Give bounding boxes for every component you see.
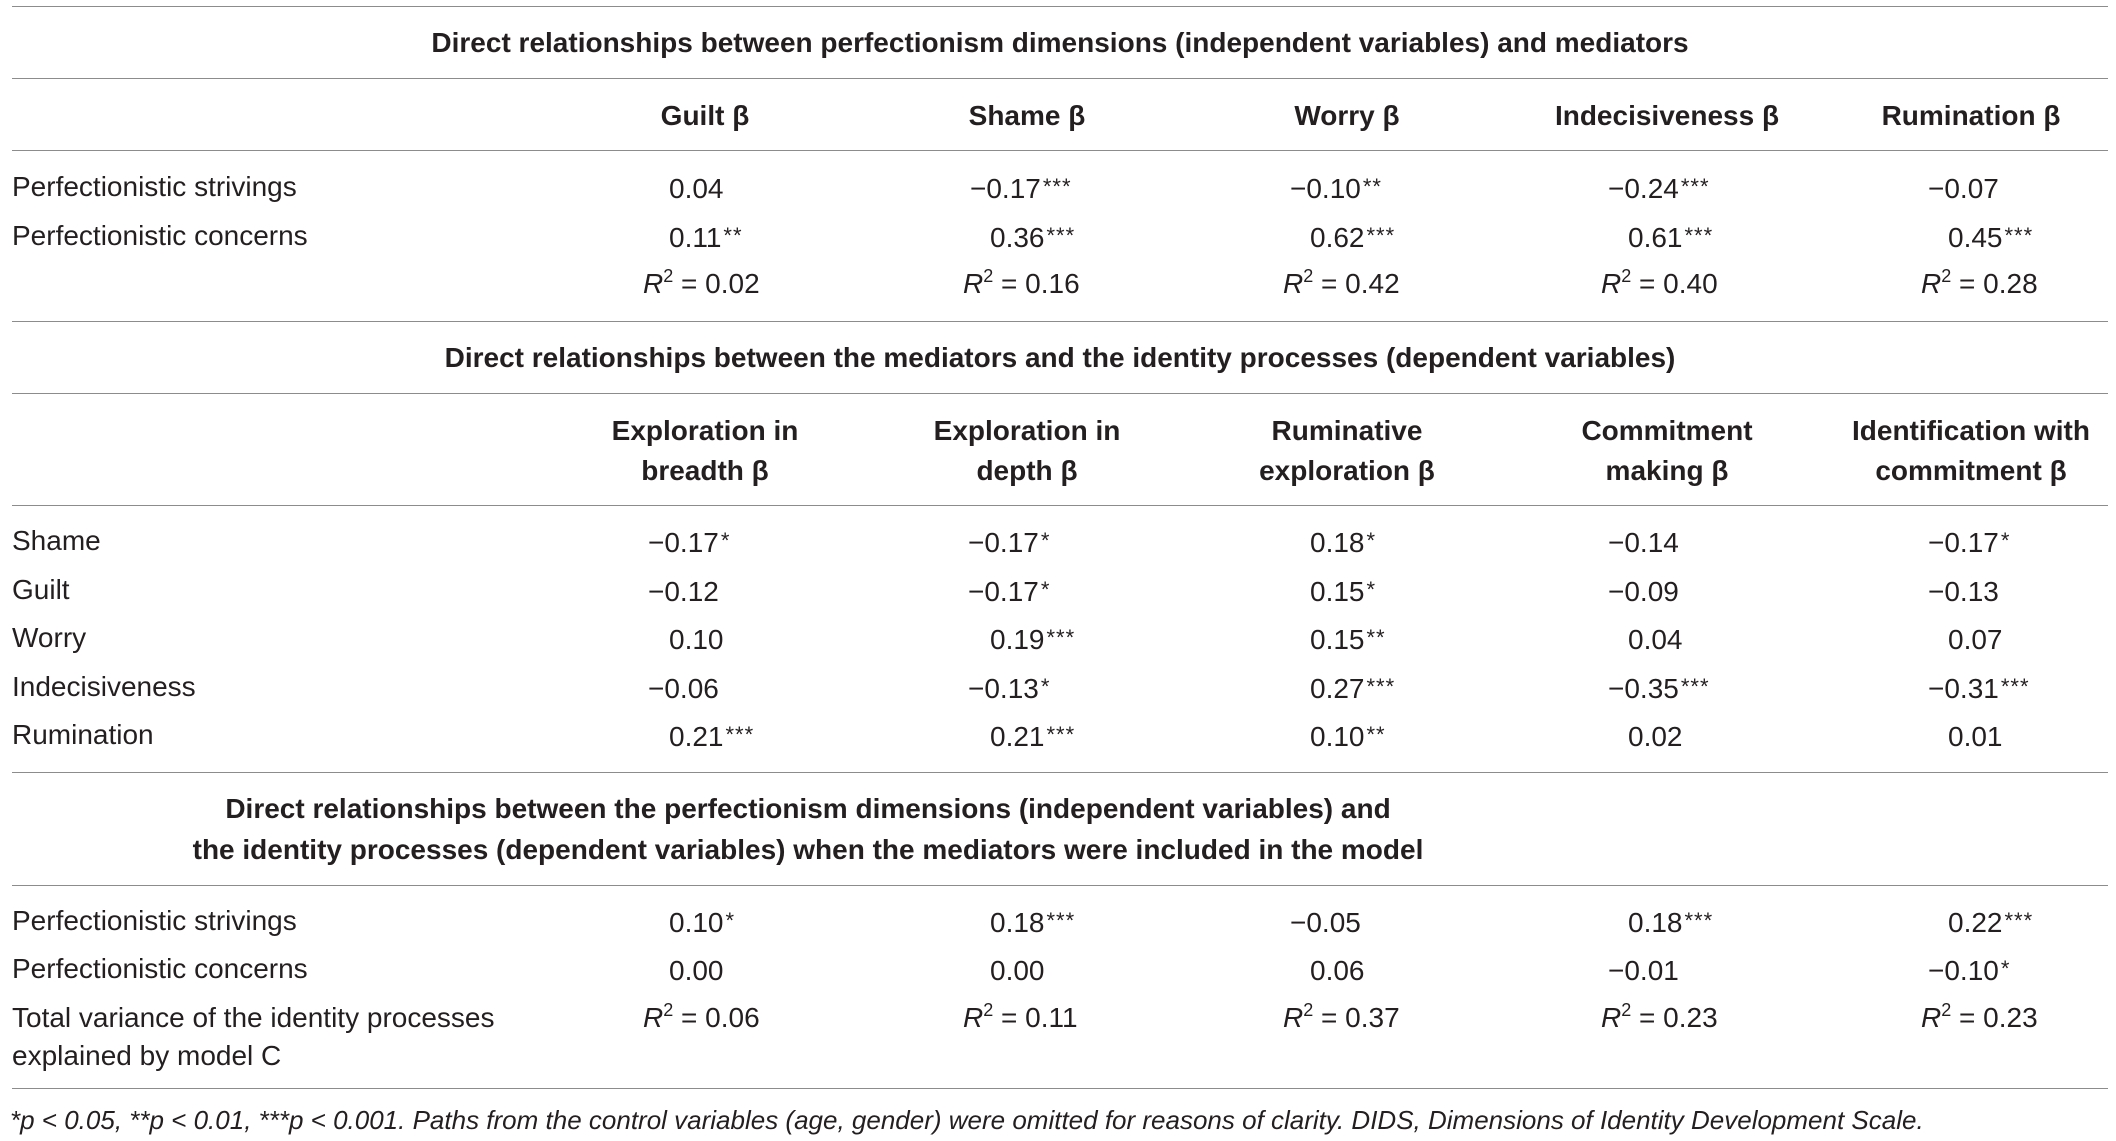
section2-title: Direct relationships between the mediato… xyxy=(444,342,1676,373)
s3-cell-concerns-identification: −0.10* xyxy=(1928,955,2011,986)
s2-cell-indecisiveness-identification: −0.31*** xyxy=(1928,673,2030,704)
rule-section2-header-bottom xyxy=(12,505,2108,506)
s3-cell-strivings-commitment: 0.18*** xyxy=(1628,907,1714,938)
s3-r2-ruminative: R2 = 0.37 xyxy=(1283,1000,1400,1033)
s1-row-label-concerns: Perfectionistic concerns xyxy=(12,220,308,251)
s1-r2-worry: R2 = 0.42 xyxy=(1283,266,1400,299)
s1-cell-strivings-shame: −0.17*** xyxy=(970,173,1072,204)
s2-header-depth: Exploration in depth β xyxy=(933,415,1121,486)
s3-cell-concerns-ruminative: 0.06 xyxy=(1310,955,1365,986)
s1-cell-strivings-indecisiveness: −0.24*** xyxy=(1608,173,1710,204)
s1-cell-concerns-indecisiveness: 0.61*** xyxy=(1628,222,1714,253)
s1-cell-concerns-worry: 0.62*** xyxy=(1310,222,1396,253)
rule-section2-header-top xyxy=(12,393,2108,394)
s2-row-label-worry: Worry xyxy=(12,622,87,653)
s2-header-identification: Identification with commitment β xyxy=(1852,415,2090,486)
s2-cell-rumination-ruminative: 0.10** xyxy=(1310,721,1386,752)
s3-cell-strivings-breadth: 0.10* xyxy=(669,907,736,938)
s2-cell-worry-ruminative: 0.15** xyxy=(1310,624,1386,655)
s2-cell-worry-commitment: 0.04 xyxy=(1628,624,1683,655)
s2-cell-rumination-commitment: 0.02 xyxy=(1628,721,1683,752)
s2-cell-guilt-breadth: −0.12 xyxy=(648,576,719,607)
s3-cell-concerns-breadth: 0.00 xyxy=(669,955,724,986)
s1-cell-strivings-guilt: 0.04 xyxy=(669,173,724,204)
s2-cell-shame-breadth: −0.17* xyxy=(648,527,731,558)
s3-cell-strivings-identification: 0.22*** xyxy=(1948,907,2034,938)
s1-cell-strivings-rumination: −0.07 xyxy=(1928,173,1999,204)
s1-cell-concerns-shame: 0.36*** xyxy=(990,222,1076,253)
rule-section3-top xyxy=(12,772,2108,773)
s2-cell-rumination-identification: 0.01 xyxy=(1948,721,2003,752)
s2-cell-guilt-depth: −0.17* xyxy=(968,576,1051,607)
s1-cell-concerns-rumination: 0.45*** xyxy=(1948,222,2034,253)
s3-row-label-strivings: Perfectionistic strivings xyxy=(12,905,297,936)
s2-cell-guilt-ruminative: 0.15* xyxy=(1310,576,1377,607)
s2-row-label-indecisiveness: Indecisiveness xyxy=(12,671,196,702)
s2-cell-rumination-depth: 0.21*** xyxy=(990,721,1076,752)
s2-cell-worry-depth: 0.19*** xyxy=(990,624,1076,655)
s3-cell-strivings-ruminative: −0.05 xyxy=(1290,907,1361,938)
s3-r2-identification: R2 = 0.23 xyxy=(1921,1000,2038,1033)
s1-r2-guilt: R2 = 0.02 xyxy=(643,266,760,299)
s2-cell-shame-commitment: −0.14 xyxy=(1608,527,1679,558)
rule-top xyxy=(12,6,2108,7)
s2-cell-guilt-identification: −0.13 xyxy=(1928,576,1999,607)
s2-cell-guilt-commitment: −0.09 xyxy=(1608,576,1679,607)
section3-title: Direct relationships between the perfect… xyxy=(192,793,1424,865)
s3-row-label-concerns: Perfectionistic concerns xyxy=(12,953,308,984)
s2-cell-rumination-breadth: 0.21*** xyxy=(669,721,755,752)
section1-title: Direct relationships between perfectioni… xyxy=(431,27,1689,58)
s2-cell-worry-breadth: 0.10 xyxy=(669,624,724,655)
s3-r2-depth: R2 = 0.11 xyxy=(963,1000,1078,1033)
s1-r2-rumination: R2 = 0.28 xyxy=(1921,266,2038,299)
s1-header-shame: Shame β xyxy=(968,100,1086,131)
s3-r2-breadth: R2 = 0.06 xyxy=(643,1000,760,1033)
s2-cell-shame-ruminative: 0.18* xyxy=(1310,527,1377,558)
table-footnote: *p < 0.05, **p < 0.01, ***p < 0.001. Pat… xyxy=(10,1105,1924,1135)
s3-cell-concerns-commitment: −0.01 xyxy=(1608,955,1679,986)
s1-header-guilt: Guilt β xyxy=(660,100,750,131)
s2-row-label-guilt: Guilt xyxy=(12,574,70,605)
s2-cell-shame-depth: −0.17* xyxy=(968,527,1051,558)
rule-bottom xyxy=(12,1088,2108,1089)
s2-cell-worry-identification: 0.07 xyxy=(1948,624,2003,655)
s2-cell-indecisiveness-ruminative: 0.27*** xyxy=(1310,673,1396,704)
s2-cell-indecisiveness-depth: −0.13* xyxy=(968,673,1051,704)
rule-section3-header-bottom xyxy=(12,885,2108,886)
s1-r2-indecisiveness: R2 = 0.40 xyxy=(1601,266,1718,299)
s2-header-commitment-making: Commitment making β xyxy=(1581,415,1753,486)
s1-row-label-strivings: Perfectionistic strivings xyxy=(12,171,297,202)
rule-section2-top xyxy=(12,321,2108,322)
s1-cell-concerns-guilt: 0.11** xyxy=(669,222,743,253)
s2-row-label-rumination: Rumination xyxy=(12,719,154,750)
s3-row-label-total-variance: Total variance of the identity processes… xyxy=(12,1002,495,1071)
s3-r2-commitment: R2 = 0.23 xyxy=(1601,1000,1718,1033)
s3-cell-concerns-depth: 0.00 xyxy=(990,955,1045,986)
rule-section1-header-top xyxy=(12,78,2108,79)
s1-header-worry: Worry β xyxy=(1294,100,1400,131)
s2-header-ruminative: Ruminative exploration β xyxy=(1259,415,1435,486)
s1-r2-shame: R2 = 0.16 xyxy=(963,266,1080,299)
s1-cell-strivings-worry: −0.10** xyxy=(1290,173,1382,204)
s1-header-rumination: Rumination β xyxy=(1881,100,2061,131)
rule-section1-header-bottom xyxy=(12,150,2108,151)
s2-cell-indecisiveness-commitment: −0.35*** xyxy=(1608,673,1710,704)
s3-cell-strivings-depth: 0.18*** xyxy=(990,907,1076,938)
s1-header-indecisiveness: Indecisiveness β xyxy=(1554,100,1780,131)
s2-cell-shame-identification: −0.17* xyxy=(1928,527,2011,558)
s2-row-label-shame: Shame xyxy=(12,525,101,556)
s2-cell-indecisiveness-breadth: −0.06 xyxy=(648,673,719,704)
s2-header-breadth: Exploration in breadth β xyxy=(611,415,799,486)
